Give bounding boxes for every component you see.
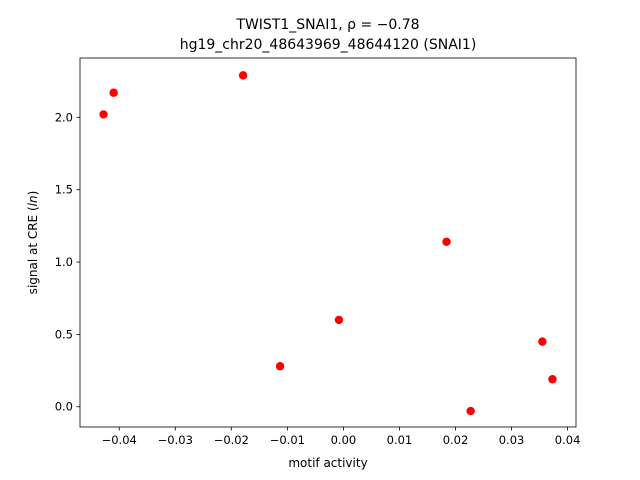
data-point bbox=[334, 315, 344, 325]
data-point bbox=[442, 237, 451, 246]
data-point bbox=[109, 88, 118, 97]
x-tick-label: −0.04 bbox=[102, 433, 137, 447]
y-tick-label: 0.5 bbox=[55, 327, 73, 341]
plot-area bbox=[79, 57, 577, 428]
y-tick-label: 2.0 bbox=[55, 110, 73, 124]
x-tick-label: −0.01 bbox=[270, 433, 305, 447]
y-tick-label: 1.5 bbox=[55, 183, 73, 197]
data-point bbox=[466, 406, 475, 416]
data-point bbox=[99, 110, 108, 119]
data-point bbox=[275, 362, 285, 371]
data-points bbox=[99, 71, 557, 416]
chart-title-line2: hg19_chr20_48643969_48644120 (SNAI1) bbox=[180, 37, 477, 53]
y-axis: 0.0 0.5 1.0 1.5 2.0 bbox=[55, 110, 80, 414]
x-tick-label: 0.03 bbox=[499, 433, 525, 447]
x-axis: −0.04 −0.03 −0.02 −0.01 0.00 0.01 0.02 0.03 0.04 bbox=[102, 427, 581, 447]
x-tick-label: 0.04 bbox=[555, 433, 581, 447]
y-tick-label: 0.0 bbox=[55, 400, 73, 414]
data-point bbox=[238, 71, 248, 80]
data-point bbox=[538, 337, 547, 346]
x-tick-label: 0.02 bbox=[443, 433, 469, 447]
data-point bbox=[548, 375, 557, 384]
x-tick-label: 0.01 bbox=[387, 433, 413, 447]
x-tick-label: −0.02 bbox=[214, 433, 249, 447]
x-tick-label: 0.00 bbox=[331, 433, 357, 447]
y-tick-label: 1.0 bbox=[55, 255, 73, 269]
chart-title-line1: TWIST1_SNAI1, ρ = −0.78 bbox=[235, 17, 419, 33]
x-axis-label: motif activity bbox=[288, 456, 367, 470]
x-tick-label: −0.03 bbox=[158, 433, 193, 447]
y-axis-label: signal at CRE (ln) bbox=[26, 191, 40, 295]
